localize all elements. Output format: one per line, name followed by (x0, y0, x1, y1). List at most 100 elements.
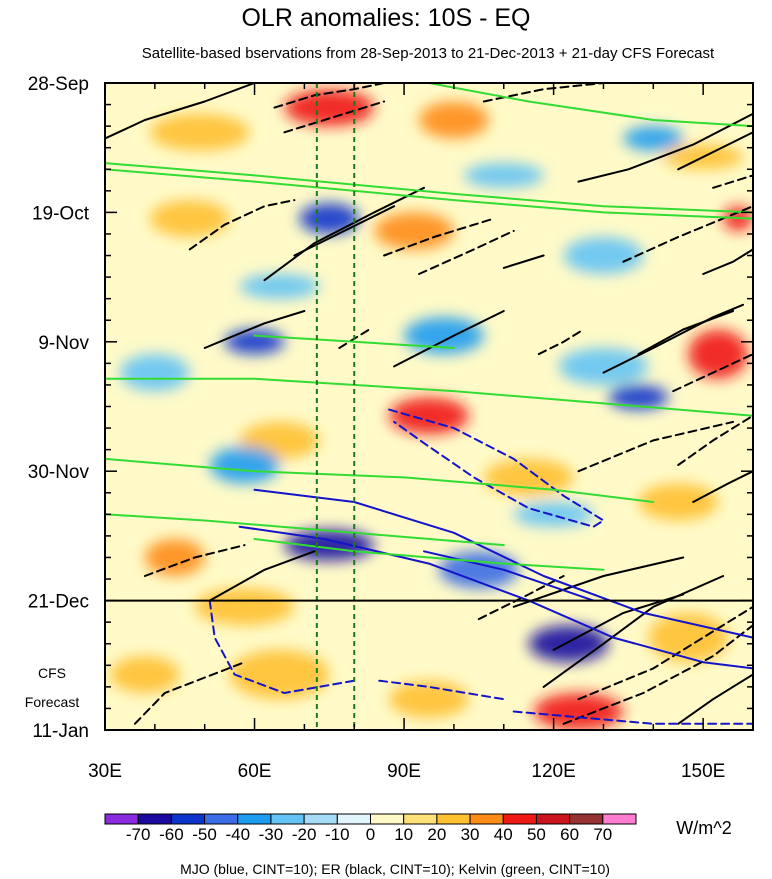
anomaly-blob-25 (648, 612, 729, 663)
colorbar-swatch-0 (104, 813, 139, 825)
colorbar-swatch-6 (303, 813, 338, 825)
contour-kelvin-44 (105, 162, 753, 214)
colorbar-swatch-4 (237, 813, 272, 825)
anomaly-blob-15 (608, 384, 669, 410)
y-tick-label: 11-Jan (32, 721, 89, 742)
anomaly-blob-14 (119, 354, 190, 392)
contour-er-33 (133, 661, 246, 725)
y-tick-label: 19-Oct (32, 203, 90, 224)
colorbar-label: 50 (527, 825, 546, 844)
anomaly-blob-30 (463, 163, 544, 188)
colorbar-swatch-12 (502, 813, 537, 825)
contour-er-4 (577, 112, 753, 183)
anomaly-blob-21 (144, 538, 205, 576)
colorbar: -70 -60 -50 -40 -30 -20 -10 0 10 20 30 40 50 60 70 (104, 813, 637, 844)
colorbar-swatch-10 (436, 813, 471, 825)
x-tick-label: 60E (238, 761, 272, 782)
anomaly-blob-33 (638, 483, 719, 521)
colorbar-swatch-5 (270, 813, 305, 825)
anomaly-blob-2 (149, 113, 250, 151)
contour-er-13 (622, 205, 753, 263)
colorbar-swatch-9 (403, 813, 438, 825)
anomaly-blob-27 (389, 680, 469, 718)
contour-mjo-40 (208, 599, 356, 694)
colorbar-swatch-14 (569, 813, 604, 825)
colorbar-swatch-11 (469, 813, 504, 825)
x-axis: 30E 60E 90E 120E 150E (88, 83, 754, 782)
contour-er-0 (105, 83, 256, 140)
contour-er-18 (537, 328, 585, 356)
colorbar-label: -30 (259, 825, 284, 844)
contour-kelvin-43 (428, 83, 753, 128)
contour-er-24 (692, 470, 753, 503)
colorbar-swatch-7 (336, 813, 371, 825)
plot-area: 30E 60E 90E 120E 150E 28-Sep 19-Oct 9-Nov 30-No… (28, 74, 754, 782)
x-tick-label: 30E (88, 761, 122, 782)
x-tick-label: 90E (387, 761, 421, 782)
colorbar-label: 20 (427, 825, 446, 844)
contour-er-5 (677, 131, 753, 171)
anomaly-blob-31 (239, 274, 320, 299)
anomaly-blob-5 (299, 203, 360, 234)
contour-er-34 (677, 673, 753, 725)
colorbar-label: 40 (494, 825, 513, 844)
contour-kelvin-45 (105, 168, 753, 220)
contour-er-22 (677, 414, 753, 466)
anomaly-blob-6 (374, 212, 454, 250)
colorbar-label: 70 (593, 825, 612, 844)
contour-er-19 (602, 303, 744, 374)
colorbar-label: -70 (126, 825, 151, 844)
contour-er-8 (263, 186, 425, 282)
contour-legend: MJO (blue, CINT=10); ER (black, CINT=10)… (180, 861, 610, 877)
anomaly-blob-11 (404, 317, 484, 355)
colorbar-swatch-15 (602, 813, 637, 825)
colorbar-label: -10 (325, 825, 350, 844)
y-tick-label: 30-Nov (28, 462, 90, 483)
contour-mjo-38 (253, 488, 753, 639)
contour-er-1 (273, 83, 386, 109)
contour-er-26 (208, 550, 316, 602)
colorbar-label: -50 (192, 825, 217, 844)
contour-er-14 (702, 248, 753, 275)
colorbar-label: -60 (159, 825, 184, 844)
anomaly-blob-28 (533, 693, 624, 730)
forecast-label-line2: Forecast (25, 694, 80, 710)
contour-er-10 (383, 217, 495, 257)
anomaly-blob-24 (528, 625, 609, 663)
colorbar-units: W/m^2 (676, 818, 731, 838)
y-axis: 28-Sep 19-Oct 9-Nov 30-Nov 21-Dec 11-Jan (28, 74, 753, 742)
contour-kelvin-46 (253, 334, 455, 349)
anomaly-blob-9 (563, 237, 644, 275)
anomaly-blob-0 (284, 89, 375, 127)
contour-mjo-36 (388, 408, 605, 528)
anomaly-blob-3 (623, 126, 684, 151)
contour-kelvin-49 (105, 513, 505, 547)
colorbar-swatch-13 (535, 813, 571, 825)
y-tick-label: 9-Nov (38, 333, 89, 354)
anomaly-blob-26 (229, 649, 330, 700)
contour-kelvin-48 (105, 457, 655, 503)
contour-er-9 (293, 205, 396, 257)
contour-er-11 (418, 229, 515, 275)
contour-er-20 (637, 310, 735, 356)
anomaly-blob-16 (389, 397, 469, 435)
contour-er-17 (393, 310, 505, 368)
contour-mjo-39 (423, 550, 595, 602)
contour-er-7 (188, 199, 296, 251)
forecast-label-line1: CFS (38, 665, 66, 681)
anomaly-blob-29 (109, 656, 180, 694)
y-tick-label: 21-Dec (28, 592, 89, 613)
x-tick-label: 120E (531, 761, 575, 782)
anomaly-blob-23 (194, 588, 295, 626)
contour-er-27 (512, 556, 685, 608)
anomaly-blob-1 (419, 101, 489, 139)
contour-er-12 (502, 254, 545, 269)
colorbar-label: -20 (292, 825, 317, 844)
colorbar-swatch-1 (137, 813, 172, 825)
contour-er-28 (477, 575, 565, 621)
contour-er-29 (542, 575, 725, 688)
chart-subtitle: Satellite-based bservations from 28-Sep-… (142, 45, 715, 62)
colorbar-label: 10 (394, 825, 413, 844)
anomaly-blob-12 (688, 329, 749, 379)
contour-er-6 (712, 174, 753, 189)
